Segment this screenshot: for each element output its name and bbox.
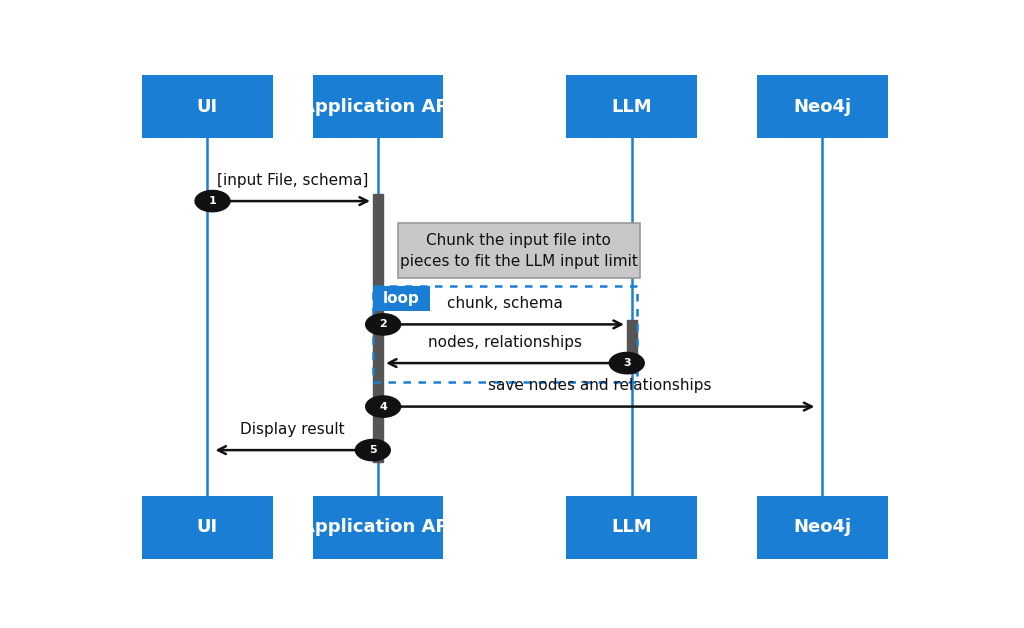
Text: loop: loop (383, 291, 420, 306)
Text: Application API: Application API (301, 519, 455, 536)
FancyBboxPatch shape (566, 75, 697, 138)
FancyBboxPatch shape (312, 496, 443, 559)
Text: save nodes and relationships: save nodes and relationships (488, 378, 712, 393)
Circle shape (366, 314, 400, 335)
Text: 3: 3 (623, 358, 631, 368)
Text: nodes, relationships: nodes, relationships (428, 335, 582, 350)
Text: [input File, schema]: [input File, schema] (217, 173, 369, 188)
FancyBboxPatch shape (312, 75, 443, 138)
FancyBboxPatch shape (142, 496, 272, 559)
Text: Chunk the input file into
pieces to fit the LLM input limit: Chunk the input file into pieces to fit … (400, 232, 638, 269)
FancyBboxPatch shape (757, 496, 888, 559)
Text: Neo4j: Neo4j (794, 98, 852, 116)
Text: 2: 2 (379, 320, 387, 330)
Text: LLM: LLM (611, 519, 652, 536)
Text: 4: 4 (379, 401, 387, 411)
FancyBboxPatch shape (757, 75, 888, 138)
FancyBboxPatch shape (566, 496, 697, 559)
Circle shape (195, 190, 230, 212)
Text: UI: UI (197, 519, 218, 536)
Text: Display result: Display result (241, 421, 345, 436)
FancyBboxPatch shape (373, 194, 383, 462)
FancyBboxPatch shape (627, 320, 637, 373)
Text: Neo4j: Neo4j (794, 519, 852, 536)
FancyBboxPatch shape (142, 75, 272, 138)
Text: UI: UI (197, 98, 218, 116)
Circle shape (355, 440, 390, 461)
Circle shape (609, 352, 644, 374)
FancyBboxPatch shape (397, 223, 640, 278)
Text: Application API: Application API (301, 98, 455, 116)
Text: chunk, schema: chunk, schema (447, 296, 563, 311)
Text: LLM: LLM (611, 98, 652, 116)
Text: 5: 5 (369, 445, 377, 455)
FancyBboxPatch shape (373, 286, 430, 311)
Text: 1: 1 (209, 196, 216, 206)
Circle shape (366, 396, 400, 417)
